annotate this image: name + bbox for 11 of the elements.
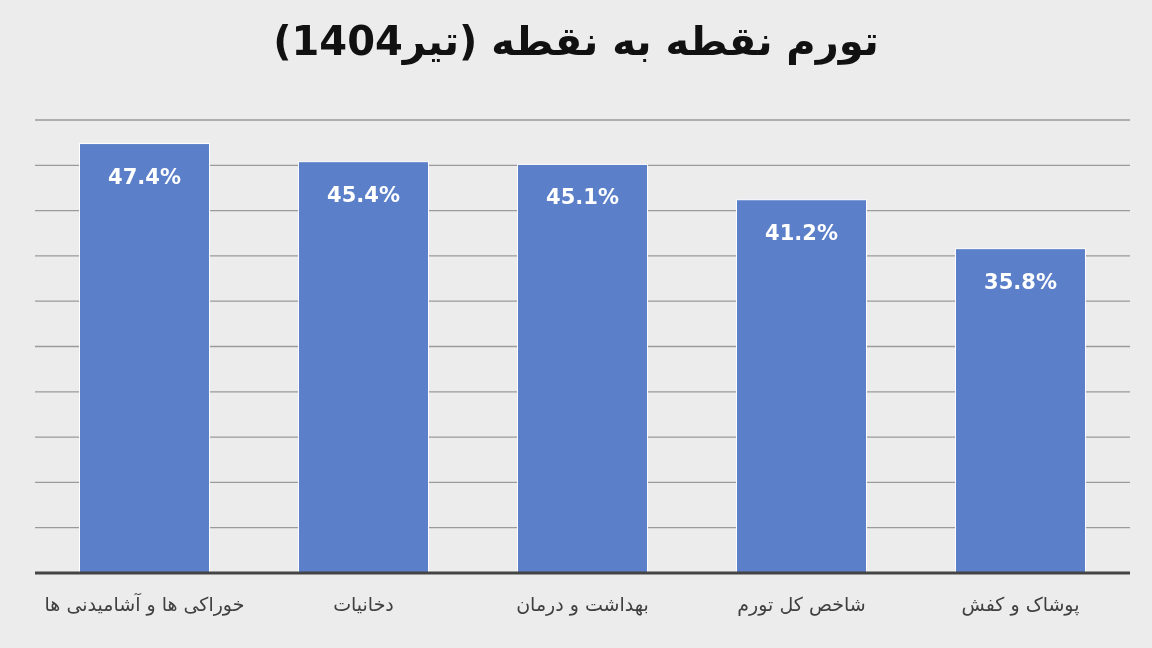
data-label: 45.4%: [327, 182, 400, 207]
x-tick-label: شاخص کل تورم: [736, 592, 867, 616]
chart-title: تورم نقطه به نقطه (تیر1404): [272, 18, 880, 64]
x-tick-label: دخانیات: [332, 592, 395, 616]
x-tick-label: پوشاک و کفش: [960, 592, 1081, 616]
data-label: 45.1%: [546, 185, 619, 210]
x-tick-label: خوراکی ها و آشامیدنی ها: [43, 592, 246, 616]
data-label: 47.4%: [108, 164, 181, 189]
data-label: 35.8%: [984, 269, 1057, 294]
x-tick-label: بهداشت و درمان: [515, 592, 650, 616]
data-label: 41.2%: [765, 220, 838, 245]
